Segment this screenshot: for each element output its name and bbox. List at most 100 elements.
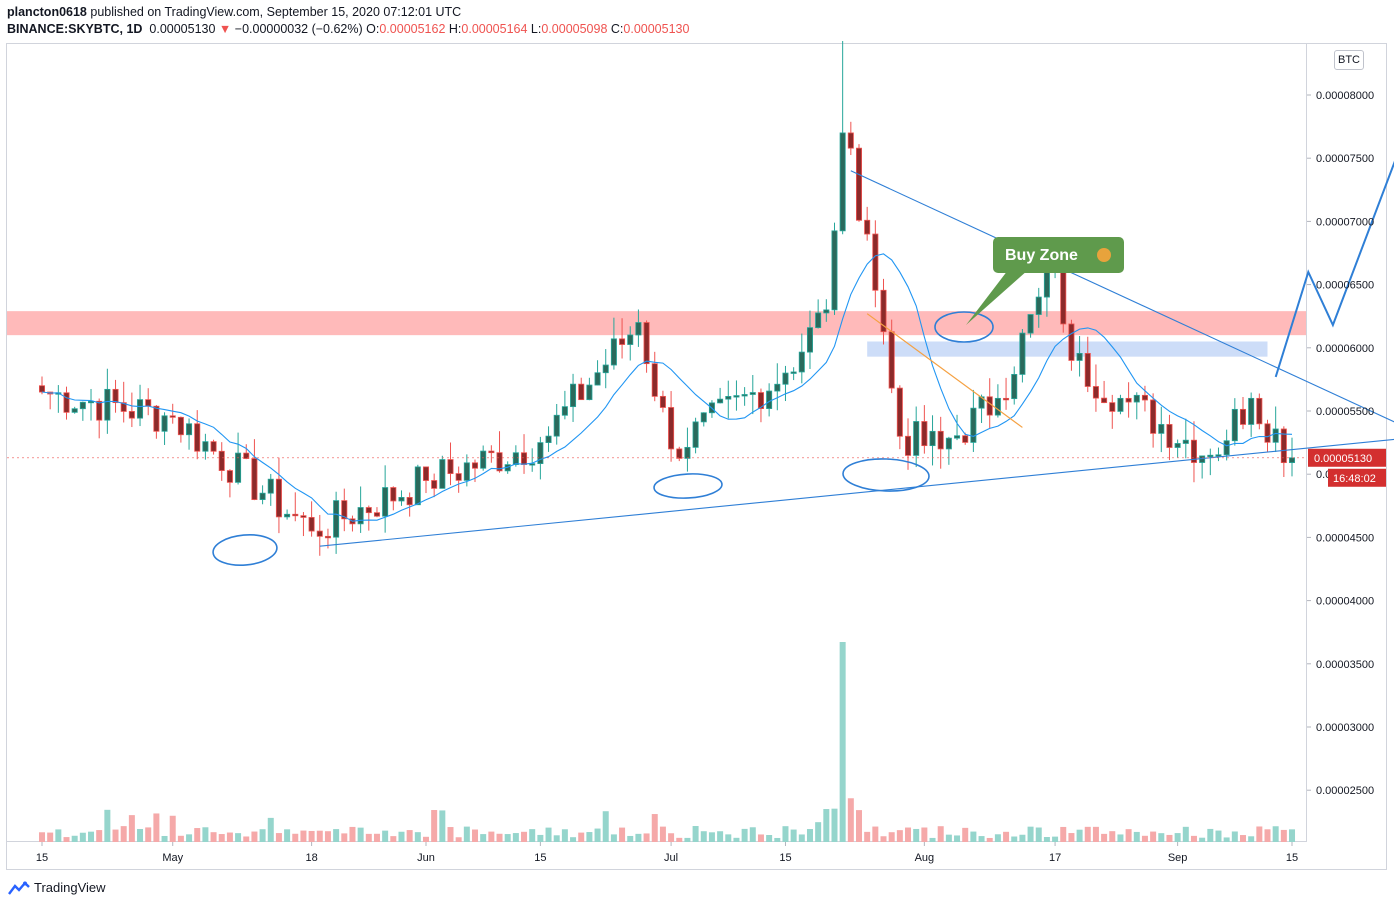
volume-bar [284, 829, 291, 842]
volume-bar [1174, 833, 1181, 842]
time-tick-label: 17 [1049, 852, 1061, 864]
candle-body [602, 364, 609, 374]
candle-body [79, 401, 86, 410]
volume-bar [357, 827, 364, 842]
candle-body [986, 396, 993, 416]
candle-body [994, 397, 1001, 416]
volume-bar [594, 828, 601, 842]
candle-body [757, 392, 764, 409]
symbol-label[interactable]: BINANCE:SKYBTC, 1D [7, 22, 143, 36]
volume-bar [1092, 826, 1099, 842]
candle-body [847, 132, 854, 149]
candle-body [929, 430, 936, 447]
volume-bar [1207, 828, 1214, 842]
candle-body [177, 416, 184, 436]
candle-body [1035, 296, 1042, 315]
candle-body [267, 478, 274, 494]
candle-body [275, 478, 282, 518]
time-axis[interactable] [6, 842, 1387, 870]
volume-bar [382, 830, 389, 842]
candle-body [700, 412, 707, 423]
volume-bar [414, 832, 421, 842]
candle-body [1256, 397, 1263, 425]
high-label: H: [448, 22, 462, 36]
author-name[interactable]: plancton0618 [7, 5, 87, 19]
candle-body [161, 415, 168, 432]
moving-average-line [41, 253, 1293, 522]
candle-body [210, 441, 217, 452]
price-tick-label: 0.00003500 [1316, 659, 1374, 671]
support-zone [867, 341, 1268, 357]
candle-body [512, 452, 519, 466]
candle-body [1011, 374, 1018, 400]
candle-body [120, 402, 127, 412]
volume-bar [798, 834, 805, 842]
candle-body [537, 442, 544, 465]
projection-path [1274, 160, 1394, 378]
volume-bar [856, 810, 862, 842]
candle-body [1092, 386, 1099, 399]
volume-bar [774, 837, 781, 842]
volume-bar [365, 833, 372, 842]
candle-body [864, 219, 871, 235]
volume-bar [659, 826, 666, 842]
tradingview-logo-icon [8, 880, 30, 895]
candle-body [570, 383, 577, 408]
candle-body [1003, 397, 1010, 401]
close-label: C: [610, 22, 624, 36]
candle-body [962, 435, 969, 443]
candle-body [888, 331, 895, 389]
volume-bar [226, 832, 233, 842]
candle-body [39, 385, 46, 393]
volume-bar [586, 832, 593, 842]
price-tick-label: 0.00002500 [1316, 785, 1374, 797]
price-axis[interactable] [1307, 43, 1387, 842]
volume-bar [324, 831, 331, 842]
volume-bar [1035, 827, 1042, 842]
candle-body [1223, 440, 1230, 456]
volume-bar [1264, 829, 1271, 842]
candle-body [422, 466, 429, 481]
candle-body [1215, 454, 1222, 457]
volume-bar [1052, 836, 1059, 842]
volume-bar [913, 828, 920, 842]
candle-body [578, 383, 585, 401]
volume-bar [1043, 837, 1050, 842]
candle-body [594, 372, 601, 386]
candle-body [1174, 443, 1181, 448]
candle-body [553, 414, 560, 437]
volume-bar [39, 832, 45, 842]
currency-badge[interactable]: BTC [1334, 50, 1364, 70]
candle-body [823, 309, 830, 314]
time-tick-label: Jun [417, 852, 435, 864]
down-arrow-icon: ▼ [218, 22, 232, 36]
candle-body [1150, 399, 1157, 434]
current-price-badge [1308, 448, 1386, 467]
candle-body [324, 535, 331, 539]
volume-bar [267, 817, 274, 842]
volume-bar [1084, 826, 1091, 842]
volume-bar [1272, 826, 1279, 842]
candle-body [472, 462, 479, 469]
volume-bar [1003, 831, 1010, 842]
candle-body [945, 437, 952, 450]
time-tick-label: Sep [1168, 852, 1188, 864]
candle-body [186, 423, 193, 436]
candle-body [798, 351, 805, 373]
candle-body [88, 400, 95, 404]
volume-bar [1109, 831, 1116, 842]
volume-bar [937, 826, 944, 842]
tradingview-logo[interactable]: TradingView [8, 880, 106, 895]
candle-body [806, 327, 813, 353]
downtrend-line [866, 313, 1023, 428]
volume-bar [553, 835, 560, 842]
candle-body [1076, 352, 1083, 361]
time-tick-label: Jul [664, 852, 678, 864]
volume-bar [488, 831, 495, 842]
volume-bar [1076, 829, 1083, 842]
candle-body [447, 459, 454, 474]
volume-bar [839, 642, 846, 842]
candle-body [341, 500, 348, 520]
volume-bar [1289, 829, 1296, 842]
